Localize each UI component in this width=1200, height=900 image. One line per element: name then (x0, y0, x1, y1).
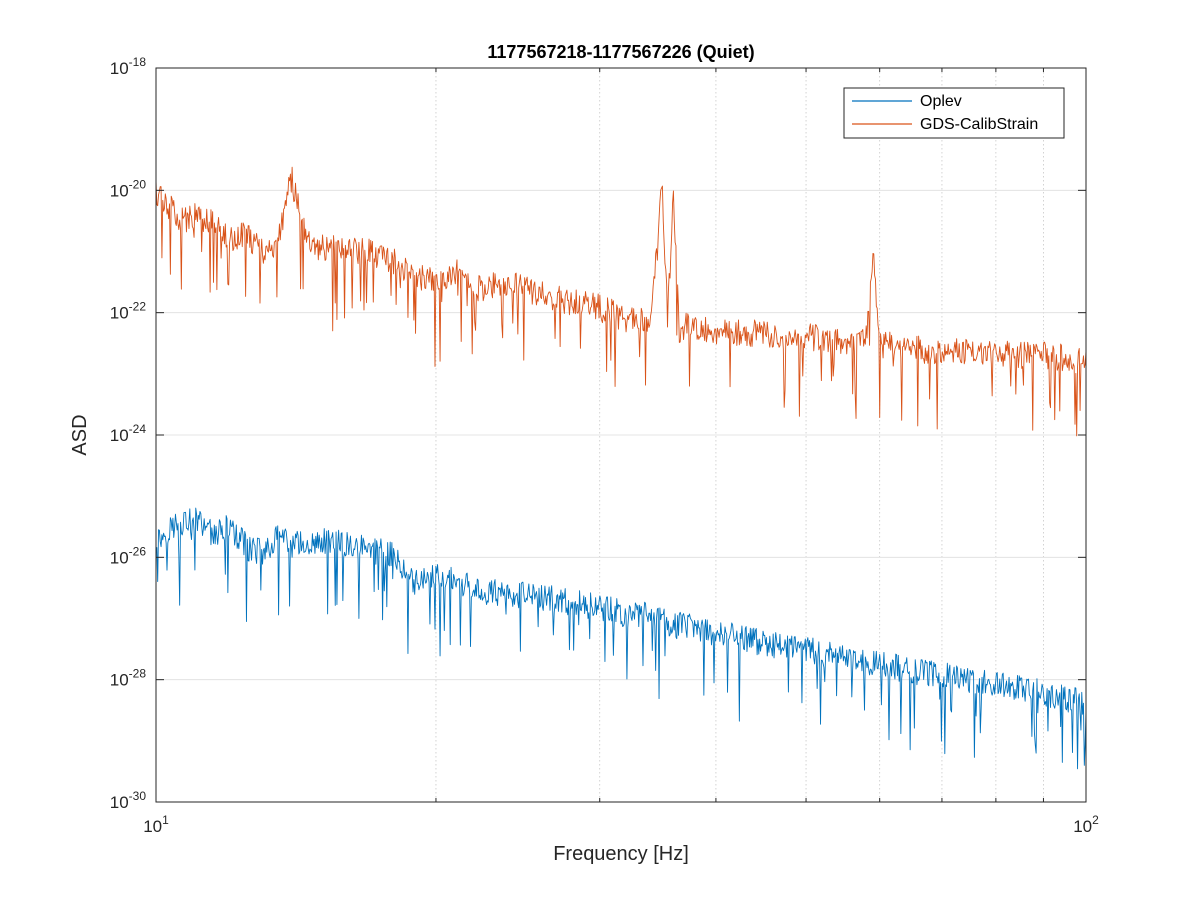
ticks-layer: 10-30 10-28 10-26 10-24 10-22 10-20 10-18 101 10… (110, 55, 1099, 836)
y-axis-label: ASD (69, 414, 91, 455)
x-tick-label: 101 (143, 813, 169, 836)
y-tick-label: 10-28 (110, 667, 147, 690)
legend-box (843, 87, 1065, 139)
series-layer (155, 166, 1087, 770)
x-tick-label: 102 (1073, 813, 1099, 836)
y-tick-label: 10-20 (110, 177, 147, 200)
legend-label-gds-calibstrain: GDS-CalibStrain (920, 116, 1038, 133)
grid-layer (156, 68, 1086, 802)
series-line-oplev (155, 507, 1087, 770)
y-tick-label: 10-26 (110, 544, 147, 567)
x-axis-label: Frequency [Hz] (553, 843, 689, 865)
y-tick-label: 10-18 (110, 55, 147, 78)
legend: Oplev GDS-CalibStrain (843, 87, 1065, 139)
legend-label-oplev: Oplev (920, 93, 962, 110)
y-tick-label: 10-22 (110, 300, 147, 323)
y-tick-label: 10-24 (110, 422, 147, 445)
chart-title: 1177567218-1177567226 (Quiet) (487, 42, 754, 62)
series-line-gds-calibstrain (155, 166, 1087, 437)
y-tick-label: 10-30 (110, 789, 147, 812)
